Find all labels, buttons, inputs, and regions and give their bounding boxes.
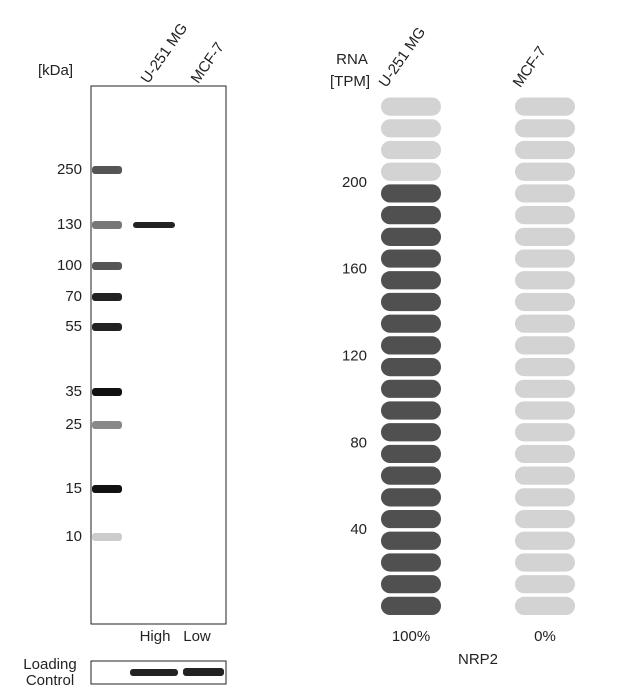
bar-segment <box>515 271 575 290</box>
bar-segment <box>515 97 575 116</box>
y-tick-label: 200 <box>342 174 367 191</box>
marker-label: 10 <box>65 528 82 545</box>
ladder-band <box>92 421 122 429</box>
bar-segment <box>381 249 441 268</box>
bar-segment <box>515 336 575 355</box>
marker-label: 25 <box>65 416 82 433</box>
bar-segment <box>515 575 575 594</box>
share-label: 0% <box>534 628 556 645</box>
marker-label: 35 <box>65 383 82 400</box>
bar-segment <box>381 184 441 203</box>
bar-segment <box>381 119 441 138</box>
bar-segment <box>515 488 575 507</box>
bar-segment <box>515 314 575 333</box>
y-tick-label: 120 <box>342 347 367 364</box>
chart-title: [TPM] <box>330 73 370 90</box>
bar-segment <box>515 466 575 485</box>
bar-segment <box>515 509 575 529</box>
bar <box>515 97 575 615</box>
level-label: High <box>140 628 171 645</box>
bar-segment <box>381 379 441 398</box>
gene-label: NRP2 <box>458 651 498 668</box>
marker-label: 130 <box>57 216 82 233</box>
bar-segment <box>381 206 441 225</box>
ladder-band <box>92 388 122 396</box>
bar-segment <box>381 271 441 290</box>
share-label: 100% <box>392 628 430 645</box>
bar-segment <box>515 292 575 312</box>
bar-segment <box>381 531 441 550</box>
bar-segment <box>381 488 441 507</box>
ladder-band <box>92 485 122 493</box>
bar-segment <box>515 227 575 246</box>
bar-segment <box>515 140 575 160</box>
marker-label: 70 <box>65 288 82 305</box>
bar-segment <box>515 596 575 615</box>
ladder-band <box>92 533 122 541</box>
loading-band <box>183 668 224 676</box>
bar-segment <box>381 97 441 116</box>
x-tick-label: MCF-7 <box>510 43 550 90</box>
bar-segment <box>515 379 575 398</box>
bar-segment <box>381 336 441 355</box>
bar-segment <box>515 401 575 420</box>
bar-segment <box>381 162 441 181</box>
ladder-band <box>92 221 122 229</box>
loading-label: Control <box>26 672 74 688</box>
bar-segment <box>381 314 441 333</box>
bar-segment <box>515 423 575 442</box>
bar-segment <box>515 162 575 181</box>
bar-segment <box>381 444 441 464</box>
marker-label: 15 <box>65 480 82 497</box>
ladder-band <box>92 262 122 270</box>
bar-segment <box>381 553 441 572</box>
marker-label: 250 <box>57 161 82 178</box>
bar-segment <box>381 401 441 420</box>
bar-segment <box>381 596 441 615</box>
chart-title: RNA <box>336 51 368 68</box>
bar-segment <box>515 444 575 464</box>
bar-segment <box>381 466 441 485</box>
bar-segment <box>381 227 441 246</box>
bar-segment <box>381 358 441 377</box>
bar-segment <box>515 119 575 138</box>
loading-band <box>130 669 178 676</box>
marker-label: 55 <box>65 318 82 335</box>
bar-segment <box>381 140 441 160</box>
bar-segment <box>515 553 575 572</box>
bar-segment <box>515 358 575 377</box>
bar-segment <box>515 206 575 225</box>
bar-segment <box>515 531 575 550</box>
ladder-band <box>92 293 122 301</box>
marker-label: 100 <box>57 257 82 274</box>
bar <box>381 97 441 615</box>
bar-segment <box>381 292 441 312</box>
x-tick-label: U-251 MG <box>376 24 430 90</box>
y-tick-label: 40 <box>350 521 367 538</box>
y-tick-label: 160 <box>342 261 367 278</box>
y-tick-label: 80 <box>350 434 367 451</box>
bar-segment <box>381 509 441 529</box>
bar-segment <box>515 249 575 268</box>
ladder-band <box>92 166 122 174</box>
bar-segment <box>381 423 441 442</box>
bar-segment <box>515 184 575 203</box>
unit-label: [kDa] <box>38 62 73 79</box>
lane-label: MCF-7 <box>188 39 228 86</box>
lane-label: U-251 MG <box>138 20 192 86</box>
level-label: Low <box>183 628 211 645</box>
bar-segment <box>381 575 441 594</box>
sample-band <box>133 222 175 228</box>
ladder-band <box>92 323 122 331</box>
loading-label: Loading <box>23 656 76 673</box>
